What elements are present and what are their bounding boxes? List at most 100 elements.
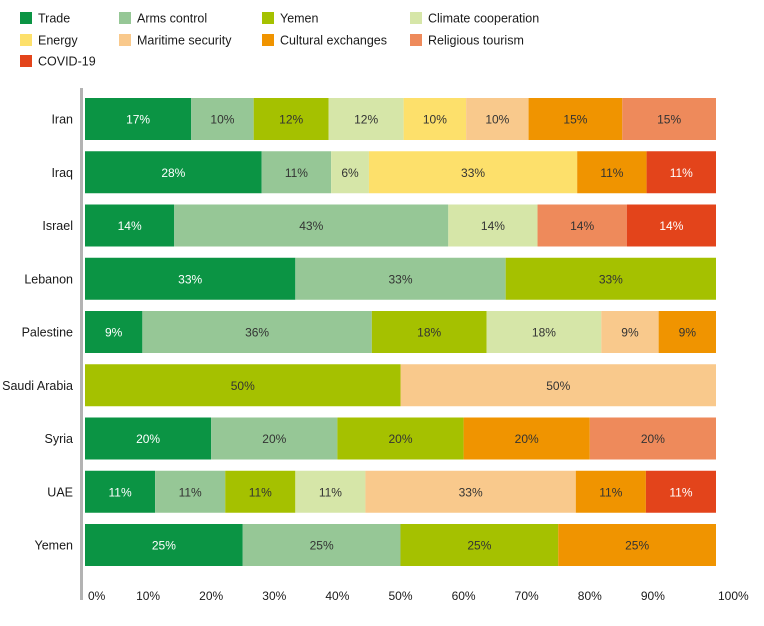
legend-swatch xyxy=(410,34,422,46)
data-label: 9% xyxy=(105,326,123,340)
legend-item-yemen: Yemen xyxy=(262,12,319,26)
data-label: 12% xyxy=(354,113,378,127)
x-tick-label: 20% xyxy=(199,589,223,603)
data-label: 10% xyxy=(423,113,447,127)
x-tick-label: 0% xyxy=(88,589,106,603)
x-axis-tick-labels: 0% 10% 20% 30% 40% 50% 60% 70% 80% 90% 100% xyxy=(88,589,749,603)
bar-segment-covid-19 xyxy=(645,470,716,513)
data-label: 43% xyxy=(299,219,323,233)
y-tick-label: Syria xyxy=(45,432,74,446)
bar-segment-cultural-exchanges xyxy=(463,417,590,460)
data-label: 17% xyxy=(126,113,150,127)
bar-segment-energy xyxy=(368,151,578,194)
data-label: 25% xyxy=(310,539,334,553)
bar-segment-trade xyxy=(85,417,212,460)
data-label: 11% xyxy=(669,485,692,499)
bar-segment-climate-cooperation xyxy=(295,470,366,513)
bar-segment-arms-control xyxy=(155,470,226,513)
legend-swatch xyxy=(262,34,274,46)
data-label: 9% xyxy=(621,326,639,340)
legend-swatch xyxy=(410,12,422,24)
bar-segment-arms-control xyxy=(211,417,338,460)
data-label: 14% xyxy=(570,219,594,233)
bar-segment-religious-tourism xyxy=(537,204,627,247)
data-label: 25% xyxy=(467,539,491,553)
x-tick-label: 60% xyxy=(452,589,476,603)
y-axis-line xyxy=(80,88,83,600)
x-tick-label: 40% xyxy=(325,589,349,603)
legend-swatch xyxy=(20,34,32,46)
bar-segment-arms-control xyxy=(174,204,449,247)
bar-row-uae: 11% 11% 11% 11% 33% 11% 11% xyxy=(85,470,716,513)
y-tick-label: Palestine xyxy=(22,326,73,340)
bar-row-palestine: 9% 36% 18% 18% 9% 9% xyxy=(85,311,716,353)
bar-segment-arms-control xyxy=(142,311,372,353)
legend-swatch xyxy=(262,12,274,24)
data-label: 11% xyxy=(599,485,622,499)
bar-segment-trade xyxy=(85,204,175,247)
bar-segment-cultural-exchanges xyxy=(577,151,647,194)
bar-segment-climate-cooperation xyxy=(448,204,538,247)
bar-segment-covid-19 xyxy=(646,151,716,194)
bar-segment-trade xyxy=(85,524,243,566)
data-label: 33% xyxy=(459,485,483,499)
data-label: 6% xyxy=(341,166,359,180)
bar-segment-cultural-exchanges xyxy=(528,98,623,140)
plot-area: 17% 10% 12% 12% 10% 10% 15% 15%28% 11% 6% 33% 11% 11… xyxy=(85,98,716,566)
bar-segment-energy xyxy=(403,98,467,140)
bar-row-iran: 17% 10% 12% 12% 10% 10% 15% 15% xyxy=(85,98,716,140)
data-label: 10% xyxy=(485,113,509,127)
y-tick-label: Israel xyxy=(42,219,73,233)
y-tick-label: Saudi Arabia xyxy=(2,379,73,393)
bar-segment-climate-cooperation xyxy=(331,151,369,194)
x-tick-label: 50% xyxy=(388,589,412,603)
data-label: 25% xyxy=(625,539,649,553)
bar-segment-trade xyxy=(85,151,262,194)
bar-segment-cultural-exchanges xyxy=(558,524,716,566)
bar-segment-cultural-exchanges xyxy=(658,311,716,353)
data-label: 11% xyxy=(179,485,202,499)
legend: Trade Arms control Yemen Climate cooperatio… xyxy=(20,12,539,69)
legend-swatch xyxy=(20,55,32,67)
legend-item-climate-cooperation: Climate cooperation xyxy=(410,12,539,26)
data-label: 11% xyxy=(319,485,342,499)
data-label: 11% xyxy=(285,166,308,180)
x-tick-label: 10% xyxy=(136,589,160,603)
bar-segment-yemen xyxy=(400,524,559,566)
data-label: 11% xyxy=(249,485,272,499)
data-label: 15% xyxy=(563,113,587,127)
bar-row-lebanon: 33% 33% 33% xyxy=(85,257,716,300)
bar-segment-yemen xyxy=(337,417,464,460)
bar-segment-religious-tourism xyxy=(622,98,716,140)
legend-item-arms-control: Arms control xyxy=(119,12,207,26)
bar-segment-trade xyxy=(85,257,296,300)
bar-segment-yemen xyxy=(253,98,329,140)
legend-swatch xyxy=(119,12,131,24)
bar-segment-trade xyxy=(85,98,192,140)
data-label: 14% xyxy=(481,219,505,233)
bar-segment-yemen xyxy=(505,257,716,300)
bar-segment-maritime-security xyxy=(400,364,716,407)
legend-label: Cultural exchanges xyxy=(280,34,387,48)
y-tick-label: Iran xyxy=(51,113,73,127)
bar-segment-maritime-security xyxy=(466,98,529,140)
x-tick-label: 70% xyxy=(515,589,539,603)
bar-segment-arms-control xyxy=(261,151,332,194)
legend-label: Yemen xyxy=(280,12,319,26)
data-label: 11% xyxy=(670,166,693,180)
legend-item-covid-19: COVID-19 xyxy=(20,55,96,69)
data-label: 15% xyxy=(657,113,681,127)
bar-segment-trade xyxy=(85,470,156,513)
bar-row-iraq: 28% 11% 6% 33% 11% 11% xyxy=(85,151,716,194)
data-label: 33% xyxy=(461,166,485,180)
data-label: 11% xyxy=(108,485,131,499)
legend-item-energy: Energy xyxy=(20,34,78,48)
x-tick-label: 100% xyxy=(718,589,749,603)
data-label: 33% xyxy=(178,272,202,286)
bar-row-yemen: 25% 25% 25% 25% xyxy=(85,524,716,566)
bar-row-israel: 14% 43% 14% 14% 14% xyxy=(85,204,716,247)
legend-item-cultural-exchanges: Cultural exchanges xyxy=(262,34,387,48)
bar-row-syria: 20% 20% 20% 20% 20% xyxy=(85,417,716,460)
bar-segment-trade xyxy=(85,311,143,353)
bar-segment-yemen xyxy=(85,364,401,407)
